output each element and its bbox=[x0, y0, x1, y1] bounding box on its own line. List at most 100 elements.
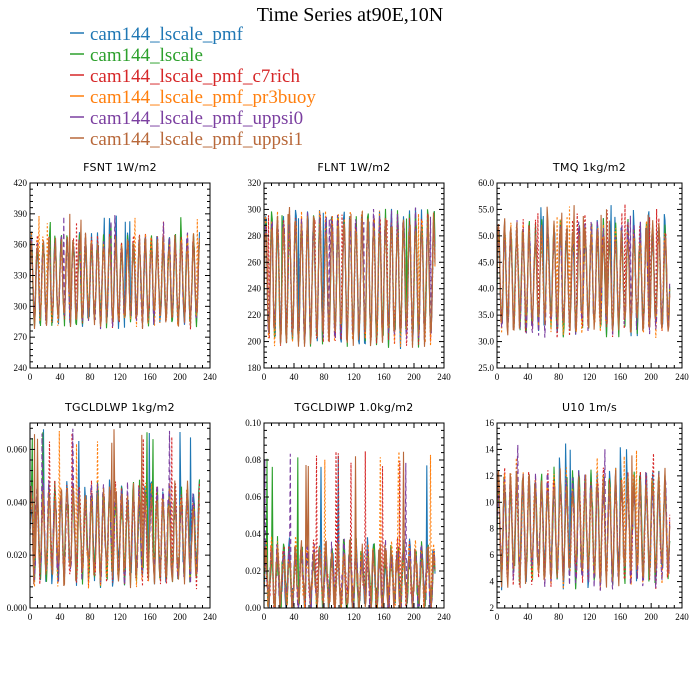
x-tick-label: 240 bbox=[203, 372, 217, 382]
y-tick-label: 0.060 bbox=[7, 444, 28, 454]
x-tick-label: 80 bbox=[86, 612, 96, 622]
x-tick-label: 120 bbox=[583, 372, 597, 382]
panels: FSNT 1W/m20 40 80 120 160 200 2402402703003303… bbox=[7, 161, 690, 622]
legend-label: cam144_lscale_pmf_uppsi1 bbox=[90, 129, 303, 150]
y-tick-label: 6 bbox=[490, 550, 495, 560]
panel-title: FLNT 1W/m2 bbox=[317, 161, 390, 174]
panel-title: TGCLDIWP 1.0kg/m2 bbox=[293, 401, 413, 414]
y-tick-label: 35.0 bbox=[478, 310, 494, 320]
series-lines bbox=[497, 204, 671, 339]
x-tick-label: 0 bbox=[262, 612, 267, 622]
y-tick-label: 420 bbox=[14, 178, 28, 188]
y-tick-label: 0.04 bbox=[245, 529, 261, 539]
panel-title: FSNT 1W/m2 bbox=[83, 161, 157, 174]
x-tick-label: 0 bbox=[262, 372, 267, 382]
y-tick-label: 240 bbox=[14, 363, 28, 373]
x-tick-label: 200 bbox=[407, 612, 421, 622]
series-line bbox=[264, 453, 436, 608]
legend: cam144_lscale_pmf cam144_lscale cam144_l… bbox=[70, 24, 316, 150]
x-tick-label: 240 bbox=[675, 372, 689, 382]
x-tick-label: 0 bbox=[495, 372, 500, 382]
y-tick-label: 0.00 bbox=[245, 603, 261, 613]
series-line bbox=[264, 213, 436, 346]
y-tick-label: 320 bbox=[248, 178, 262, 188]
x-tick-label: 40 bbox=[523, 612, 533, 622]
x-tick-label: 120 bbox=[583, 612, 597, 622]
y-tick-label: 0.10 bbox=[245, 418, 261, 428]
y-tick-label: 14 bbox=[485, 444, 495, 454]
series-line bbox=[497, 205, 671, 336]
series-line bbox=[264, 451, 436, 608]
x-tick-label: 200 bbox=[644, 372, 658, 382]
chart-panel: TGCLDLWP 1kg/m2 0 40 80 120 160 200 240 0.000 0.0… bbox=[7, 401, 218, 622]
x-tick-label: 80 bbox=[320, 372, 330, 382]
chart-panel: TMQ 1kg/m2 0 40 80 120 160 200 240 25.0 30.0 35.0 4… bbox=[478, 161, 689, 382]
panel-title: TGCLDLWP 1kg/m2 bbox=[64, 401, 175, 414]
figure-title: Time Series at90E,10N bbox=[257, 4, 443, 26]
legend-item: cam144_lscale_pmf_c7rich bbox=[70, 66, 300, 87]
x-tick-label: 0 bbox=[495, 612, 500, 622]
y-tick-label: 55.0 bbox=[478, 204, 494, 214]
legend-item: cam144_lscale_pmf_uppsi1 bbox=[70, 129, 303, 150]
x-tick-label: 200 bbox=[173, 612, 187, 622]
x-tick-label: 0 bbox=[28, 612, 33, 622]
y-tick-label: 390 bbox=[14, 209, 28, 219]
y-tick-label: 200 bbox=[248, 337, 262, 347]
x-tick-label: 120 bbox=[113, 372, 127, 382]
y-tick-label: 60.0 bbox=[478, 178, 494, 188]
x-tick-label: 80 bbox=[320, 612, 330, 622]
series-line bbox=[30, 429, 201, 589]
y-tick-label: 12 bbox=[485, 471, 494, 481]
y-tick-label: 0.020 bbox=[7, 550, 28, 560]
x-tick-label: 160 bbox=[143, 372, 157, 382]
y-tick-label: 30.0 bbox=[478, 337, 494, 347]
y-tick-label: 280 bbox=[248, 231, 262, 241]
series-lines bbox=[30, 213, 201, 330]
legend-label: cam144_lscale_pmf_uppsi0 bbox=[90, 108, 303, 129]
y-tick-label: 220 bbox=[248, 310, 262, 320]
legend-label: cam144_lscale_pmf bbox=[90, 24, 244, 45]
x-tick-label: 160 bbox=[377, 612, 391, 622]
x-tick-label: 200 bbox=[173, 372, 187, 382]
y-tick-label: 2 bbox=[490, 603, 495, 613]
legend-label: cam144_lscale_pmf_c7rich bbox=[90, 66, 300, 87]
series-line bbox=[264, 207, 436, 345]
x-tick-label: 240 bbox=[437, 612, 451, 622]
panel-title: U10 1m/s bbox=[562, 401, 617, 414]
x-tick-label: 240 bbox=[675, 612, 689, 622]
x-tick-label: 200 bbox=[407, 372, 421, 382]
x-tick-label: 40 bbox=[523, 372, 533, 382]
x-tick-label: 80 bbox=[554, 372, 564, 382]
chart-panel: FSNT 1W/m2 0 40 80 120 160 200 240 240 270 300 330 3… bbox=[14, 161, 218, 382]
x-tick-label: 0 bbox=[28, 372, 33, 382]
y-tick-label: 40.0 bbox=[478, 284, 494, 294]
series-lines bbox=[264, 206, 436, 350]
y-tick-label: 0.000 bbox=[7, 603, 28, 613]
x-tick-label: 160 bbox=[143, 612, 157, 622]
y-tick-label: 0.02 bbox=[245, 566, 261, 576]
y-tick-label: 16 bbox=[485, 418, 495, 428]
y-tick-label: 300 bbox=[14, 301, 28, 311]
x-tick-label: 80 bbox=[86, 372, 96, 382]
legend-item: cam144_lscale_pmf_pr3buoy bbox=[70, 87, 316, 108]
series-line bbox=[264, 451, 436, 608]
series-line bbox=[30, 213, 201, 330]
legend-item: cam144_lscale_pmf bbox=[70, 24, 244, 45]
series-lines bbox=[30, 428, 201, 590]
y-tick-label: 50.0 bbox=[478, 231, 494, 241]
series-lines bbox=[497, 443, 671, 591]
chart-panel: U10 1m/s 0 40 80 120 160 200 240 2 4 6 8 10 12 14 16 bbox=[485, 401, 689, 622]
y-tick-label: 8 bbox=[490, 524, 495, 534]
series-line bbox=[497, 455, 671, 588]
y-tick-label: 270 bbox=[14, 332, 28, 342]
x-tick-label: 40 bbox=[290, 612, 300, 622]
x-tick-label: 120 bbox=[347, 612, 361, 622]
legend-label: cam144_lscale_pmf_pr3buoy bbox=[90, 87, 316, 108]
x-tick-label: 160 bbox=[614, 372, 628, 382]
y-tick-label: 45.0 bbox=[478, 257, 494, 267]
series-line bbox=[264, 451, 436, 608]
x-tick-label: 160 bbox=[377, 372, 391, 382]
series-line bbox=[264, 206, 436, 348]
y-tick-label: 10 bbox=[485, 497, 495, 507]
